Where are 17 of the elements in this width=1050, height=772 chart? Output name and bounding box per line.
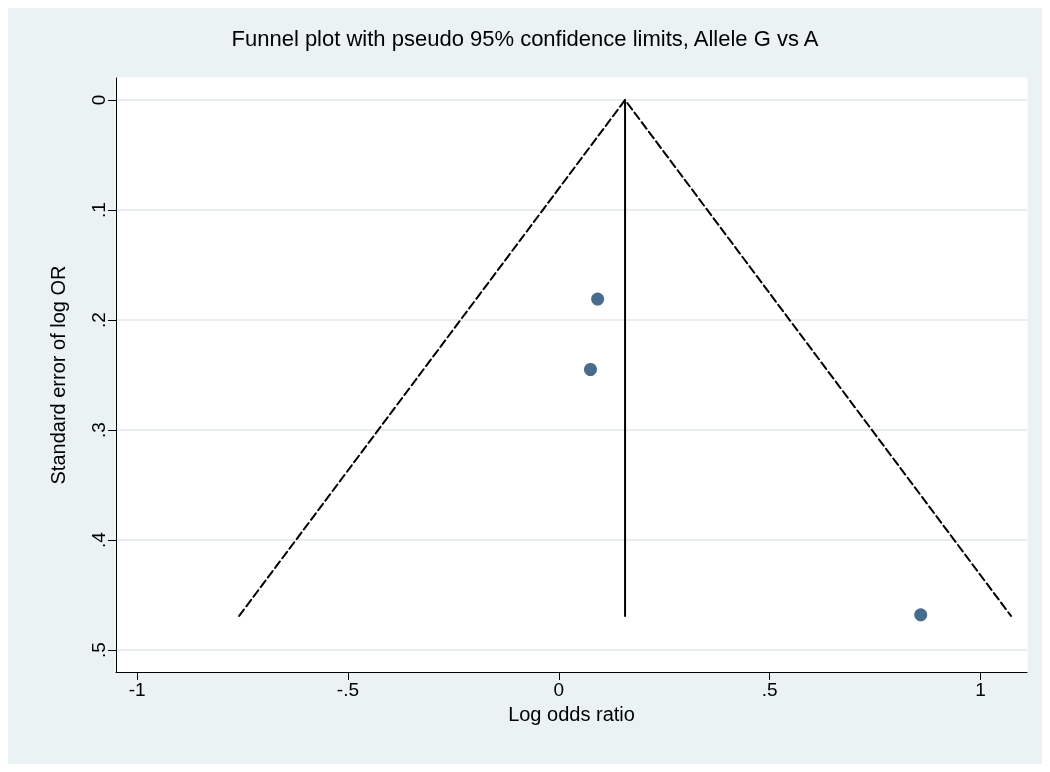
y-tick-label: .2 (88, 312, 109, 328)
point (583, 363, 597, 376)
x-tick-label: .5 (761, 679, 778, 700)
chart-title: Funnel plot with pseudo 95% confidence limits, Allele G vs A (231, 25, 819, 51)
y-tick-label: .1 (88, 202, 109, 218)
y-tick-label: .4 (88, 531, 109, 548)
x-tick-label: -.5 (336, 679, 360, 700)
y-tick-label: 0 (88, 94, 109, 106)
x-axis-title: Log odds ratio (508, 703, 635, 725)
point (591, 292, 605, 306)
x-tick-label: -1 (128, 679, 146, 700)
x-tick-label: 1 (975, 679, 986, 700)
x-tick-label: 0 (553, 679, 565, 700)
y-tick-label: .3 (88, 422, 109, 438)
y-axis-title: Standard error of log OR (47, 265, 69, 485)
point (914, 608, 928, 622)
y-tick-label: .5 (88, 642, 109, 658)
